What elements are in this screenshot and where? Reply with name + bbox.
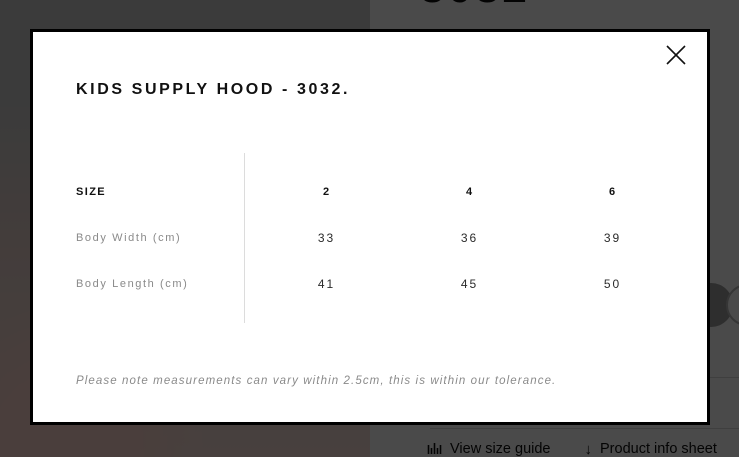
cell-value: 45 — [460, 277, 479, 291]
size-column-header: 4 — [465, 186, 474, 198]
size-guide-modal: KIDS SUPPLY HOOD - 3032. SIZE 2 4 6 Body… — [30, 29, 710, 425]
table-row-body-width: Body Width (cm) 33 36 39 — [76, 215, 673, 261]
close-icon — [665, 44, 687, 66]
size-header-label: SIZE — [76, 186, 107, 198]
tolerance-note: Please note measurements can vary within… — [76, 375, 557, 387]
table-header-row: SIZE 2 4 6 — [76, 169, 673, 215]
cell-value: 39 — [603, 231, 622, 245]
size-column-header: 6 — [608, 186, 617, 198]
cell-value: 41 — [317, 277, 336, 291]
cell-value: 33 — [317, 231, 336, 245]
modal-title: KIDS SUPPLY HOOD - 3032. — [76, 81, 351, 98]
cell-value: 36 — [460, 231, 479, 245]
row-label: Body Length (cm) — [76, 278, 189, 290]
table-row-body-length: Body Length (cm) 41 45 50 — [76, 261, 673, 307]
size-table: SIZE 2 4 6 Body Width (cm) 33 36 39 Body… — [76, 153, 673, 307]
row-label: Body Width (cm) — [76, 232, 182, 244]
table-vertical-divider — [244, 153, 245, 323]
size-column-header: 2 — [322, 186, 331, 198]
close-button[interactable] — [663, 42, 689, 68]
cell-value: 50 — [603, 277, 622, 291]
